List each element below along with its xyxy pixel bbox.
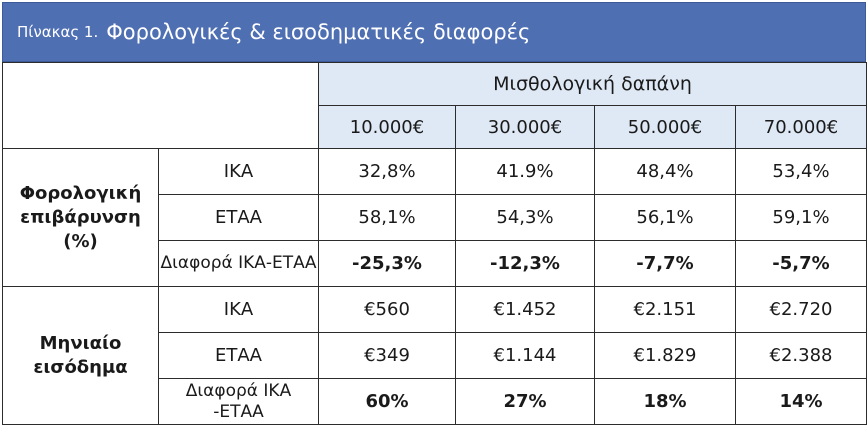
table-cell: -5,7% (734, 240, 868, 287)
table-cell: 41.9% (455, 148, 595, 195)
column-header: 30.000€ (455, 105, 595, 149)
row-group-label: Μηνιαίο εισόδημα (2, 286, 159, 425)
column-header: 70.000€ (734, 105, 868, 149)
row-label: Διαφορά ΙΚΑ-ΕΤΑΑ (158, 240, 319, 287)
table-cell: €2.720 (734, 286, 868, 333)
table-title-bar: Πίνακας 1. Φορολογικές & εισοδηματικές δ… (2, 2, 866, 62)
table-cell: €349 (318, 332, 456, 379)
column-header: 10.000€ (318, 105, 456, 149)
table-cell: 53,4% (734, 148, 868, 195)
table-cell: -25,3% (318, 240, 456, 287)
table-cell: -7,7% (594, 240, 736, 287)
table-cell: 27% (455, 378, 595, 425)
header-empty-cell (2, 62, 319, 149)
table-cell: 18% (594, 378, 736, 425)
column-header: 50.000€ (594, 105, 736, 149)
table-cell: 60% (318, 378, 456, 425)
table-cell: €1.452 (455, 286, 595, 333)
table-title: Φορολογικές & εισοδηματικές διαφορές (106, 20, 531, 44)
row-label: ΕΤΑΑ (158, 332, 319, 379)
table-cell: 59,1% (734, 194, 868, 241)
table-cell: €1.829 (594, 332, 736, 379)
column-group-header: Μισθολογική δαπάνη (317, 62, 868, 106)
table-cell: 14% (734, 378, 868, 425)
row-group-label: Φορολογική επιβάρυνση (%) (2, 148, 159, 287)
table-cell: 54,3% (455, 194, 595, 241)
row-label: ΙΚΑ (158, 148, 319, 195)
table-cell: €2.388 (734, 332, 868, 379)
row-label: Διαφορά ΙΚΑ -ΕΤΑΑ (158, 378, 319, 425)
table-cell: 58,1% (318, 194, 456, 241)
table-cell: €1.144 (455, 332, 595, 379)
table-cell: 56,1% (594, 194, 736, 241)
data-table: Μισθολογική δαπάνη 10.000€ 30.000€ 50.00… (2, 62, 868, 425)
table-cell: €560 (318, 286, 456, 333)
table-cell: €2.151 (594, 286, 736, 333)
table-number: Πίνακας 1. (17, 23, 99, 41)
row-label: ΕΤΑΑ (158, 194, 319, 241)
table-cell: -12,3% (455, 240, 595, 287)
table-cell: 32,8% (318, 148, 456, 195)
table-cell: 48,4% (594, 148, 736, 195)
row-label: ΙΚΑ (158, 286, 319, 333)
